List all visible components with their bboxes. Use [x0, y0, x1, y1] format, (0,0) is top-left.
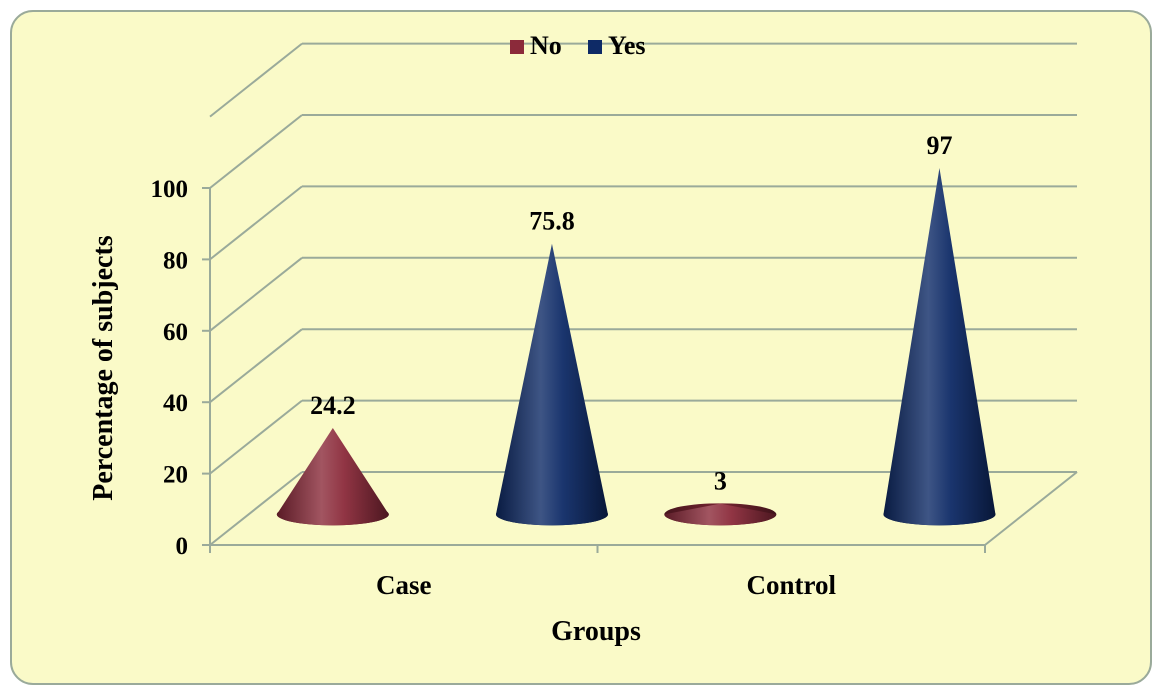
data-label: 97 — [926, 131, 952, 160]
y-tick-label: 20 — [163, 462, 188, 489]
legend-swatch-no — [510, 40, 524, 54]
cone-yes-case — [495, 243, 608, 526]
gridline-diagonal — [209, 471, 303, 546]
axes — [202, 187, 1078, 553]
y-tick-label: 0 — [176, 533, 189, 560]
gridline-diagonal — [209, 399, 303, 475]
x-axis-title: Groups — [551, 616, 641, 647]
cone-body — [664, 503, 777, 526]
x-tick-label: Control — [746, 570, 836, 600]
y-axis-title: Percentage of subjects — [88, 235, 119, 501]
data-label: 3 — [714, 467, 727, 496]
gridlines — [209, 42, 1077, 546]
y-tick-label: 40 — [163, 390, 188, 417]
cone-yes-control — [883, 168, 996, 526]
gridline-diagonal — [209, 257, 303, 332]
cone-no-control — [664, 503, 777, 526]
gridline-diagonal — [209, 328, 303, 403]
legend-swatch-yes — [588, 40, 602, 54]
legend: No Yes — [510, 31, 646, 60]
gridline-diagonal — [209, 185, 303, 261]
data-label: 75.8 — [529, 207, 575, 236]
chart-background — [10, 10, 1152, 685]
cone-no-case — [276, 427, 389, 526]
gridline-diagonal — [209, 114, 303, 189]
data-label: 24.2 — [310, 391, 356, 420]
legend-label-yes: Yes — [608, 31, 646, 60]
cone-body — [495, 243, 608, 526]
text-labels: 0 20 40 60 80 100 Case Control Groups Percentage … — [88, 131, 952, 647]
y-tick-label: 80 — [163, 247, 188, 274]
y-tick-label: 60 — [163, 319, 188, 346]
data-marks — [276, 168, 996, 526]
gridline-diagonal — [209, 42, 303, 118]
legend-label-no: No — [530, 31, 562, 60]
cone-body — [883, 168, 996, 526]
floor-right-edge — [984, 471, 1078, 546]
cone-body — [276, 427, 389, 526]
y-tick-label: 100 — [151, 176, 189, 203]
x-tick-label: Case — [376, 570, 432, 600]
